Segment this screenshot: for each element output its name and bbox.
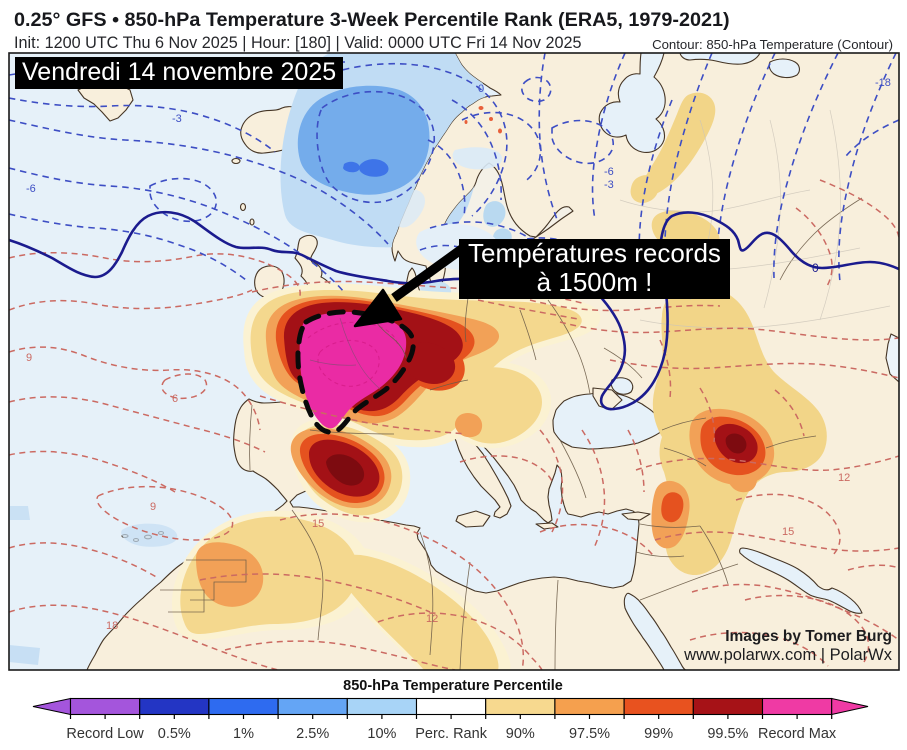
svg-text:99%: 99% bbox=[644, 726, 673, 742]
svg-text:-3: -3 bbox=[604, 179, 614, 191]
svg-text:-6: -6 bbox=[26, 183, 36, 195]
svg-text:Perc. Rank: Perc. Rank bbox=[415, 726, 487, 742]
svg-text:10%: 10% bbox=[367, 726, 396, 742]
svg-text:6: 6 bbox=[172, 393, 178, 405]
svg-text:-6: -6 bbox=[604, 166, 614, 178]
svg-text:15: 15 bbox=[782, 526, 794, 538]
svg-text:2.5%: 2.5% bbox=[296, 726, 329, 742]
svg-text:1%: 1% bbox=[233, 726, 254, 742]
svg-text:-3: -3 bbox=[172, 113, 182, 125]
svg-text:99.5%: 99.5% bbox=[707, 726, 748, 742]
svg-text:0: 0 bbox=[478, 83, 484, 95]
svg-text:0.5%: 0.5% bbox=[158, 726, 191, 742]
svg-text:Record Max: Record Max bbox=[758, 726, 837, 742]
svg-text:0: 0 bbox=[812, 261, 819, 275]
svg-text:12: 12 bbox=[426, 613, 438, 625]
svg-text:-18: -18 bbox=[875, 77, 891, 89]
svg-text:97.5%: 97.5% bbox=[569, 726, 610, 742]
svg-text:850-hPa Temperature Percentile: 850-hPa Temperature Percentile bbox=[343, 678, 563, 694]
svg-text:12: 12 bbox=[838, 472, 850, 484]
svg-text:18: 18 bbox=[106, 620, 118, 632]
svg-text:90%: 90% bbox=[506, 726, 535, 742]
svg-text:Record Low: Record Low bbox=[66, 726, 144, 742]
svg-text:15: 15 bbox=[312, 518, 324, 530]
svg-text:9: 9 bbox=[26, 352, 32, 364]
svg-text:9: 9 bbox=[150, 501, 156, 513]
